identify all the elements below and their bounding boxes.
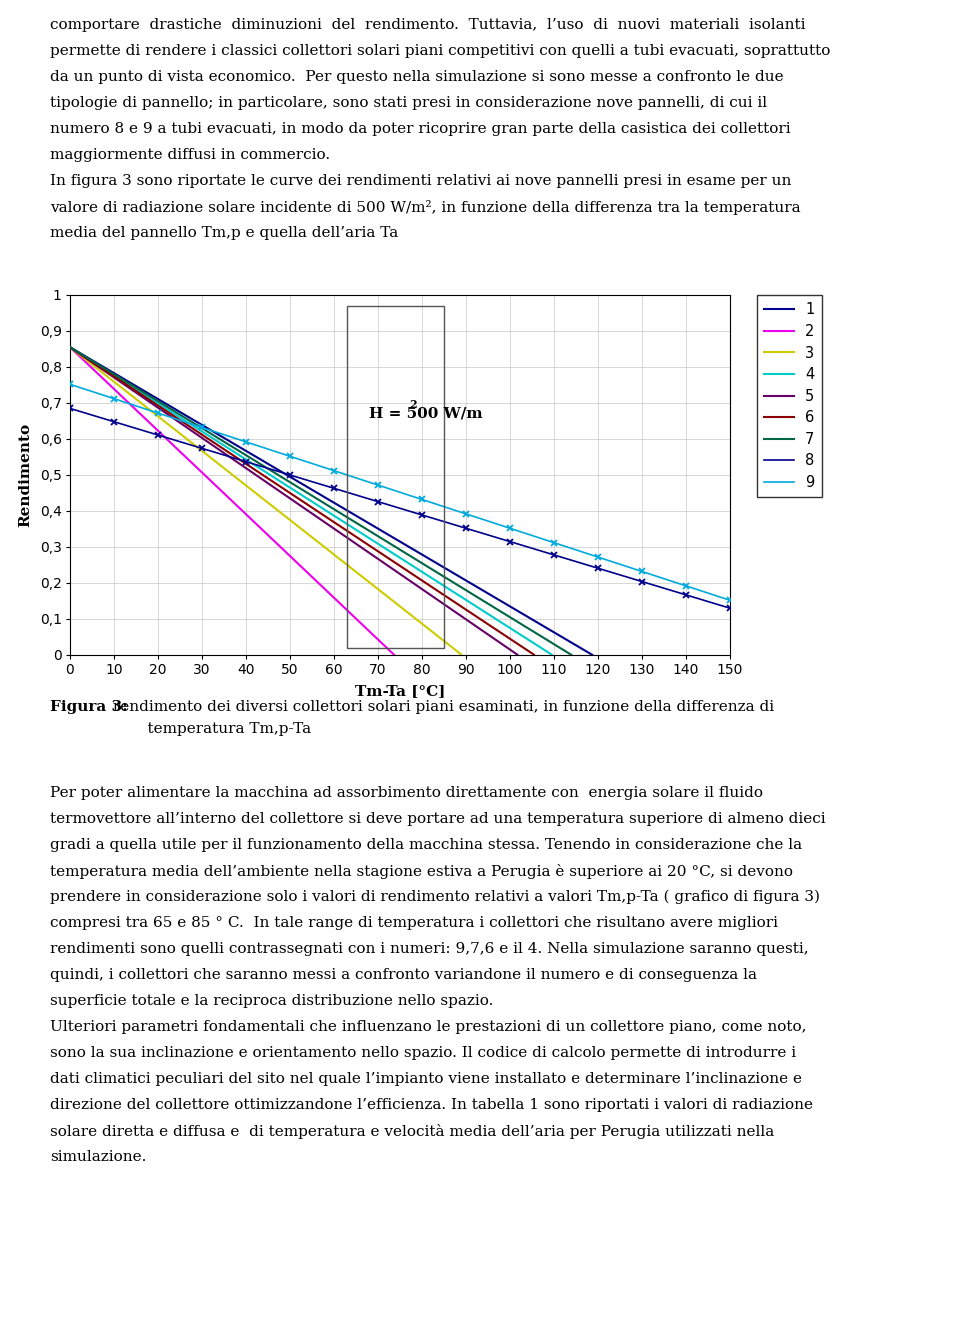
7 <box>234 444 246 460</box>
1 <box>64 339 76 355</box>
6 <box>64 339 76 355</box>
Y-axis label: Rendimento: Rendimento <box>19 423 33 527</box>
1 <box>562 632 573 648</box>
5 <box>181 420 193 436</box>
Text: Ulteriori parametri fondamentali che influenzano le prestazioni di un collettore: Ulteriori parametri fondamentali che inf… <box>50 1020 806 1034</box>
Line: 1: 1 <box>70 347 592 655</box>
5 <box>234 456 246 472</box>
X-axis label: Tm-Ta [°C]: Tm-Ta [°C] <box>355 684 445 698</box>
8 <box>363 491 374 507</box>
Text: rendimento dei diversi collettori solari piani esaminati, in funzione della diff: rendimento dei diversi collettori solari… <box>108 700 774 714</box>
4 <box>505 620 516 636</box>
Line: 4: 4 <box>70 347 551 655</box>
4 <box>234 448 246 464</box>
Text: permette di rendere i classici collettori solari piani competitivi con quelli a : permette di rendere i classici collettor… <box>50 44 830 59</box>
Line: 5: 5 <box>70 347 517 655</box>
9 <box>562 539 573 555</box>
5 <box>453 607 465 623</box>
Line: 7: 7 <box>70 347 571 655</box>
9 <box>724 592 735 608</box>
Text: solare diretta e diffusa e  di temperatura e velocità media dell’aria per Perugi: solare diretta e diffusa e di temperatur… <box>50 1124 775 1138</box>
Text: comportare  drastiche  diminuzioni  del  rendimento.  Tuttavia,  l’uso  di  nuov: comportare drastiche diminuzioni del ren… <box>50 19 805 32</box>
Text: simulazione.: simulazione. <box>50 1150 146 1164</box>
Legend: 1, 2, 3, 4, 5, 6, 7, 8, 9: 1, 2, 3, 4, 5, 6, 7, 8, 9 <box>757 295 822 497</box>
2 <box>363 623 374 639</box>
Bar <box>348 305 444 648</box>
4 <box>181 413 193 429</box>
7 <box>453 579 465 595</box>
9 <box>453 504 465 520</box>
2 <box>181 451 193 467</box>
Text: gradi a quella utile per il funzionamento della macchina stessa. Tenendo in cons: gradi a quella utile per il funzionament… <box>50 838 803 852</box>
5 <box>505 643 516 659</box>
Text: sono la sua inclinazione e orientamento nello spazio. Il codice di calcolo perme: sono la sua inclinazione e orientamento … <box>50 1046 796 1060</box>
9 <box>181 415 193 431</box>
8 <box>234 452 246 468</box>
Text: tipologie di pannello; in particolare, sono stati presi in considerazione nove p: tipologie di pannello; in particolare, s… <box>50 96 767 111</box>
Text: valore di radiazione solare incidente di 500 W/m², in funzione della differenza : valore di radiazione solare incidente di… <box>50 200 801 215</box>
7 <box>64 339 76 355</box>
Text: In figura 3 sono riportate le curve dei rendimenti relativi ai nove pannelli pre: In figura 3 sono riportate le curve dei … <box>50 175 791 188</box>
9 <box>363 475 374 491</box>
9 <box>64 376 76 392</box>
7 <box>562 644 573 660</box>
8 <box>453 519 465 535</box>
Text: numero 8 e 9 a tubi evacuati, in modo da poter ricoprire gran parte della casist: numero 8 e 9 a tubi evacuati, in modo da… <box>50 123 791 136</box>
4 <box>363 529 374 545</box>
1 <box>234 439 246 455</box>
Text: 2: 2 <box>409 400 417 411</box>
Line: 6: 6 <box>70 347 534 655</box>
4 <box>64 339 76 355</box>
Line: 3: 3 <box>70 347 461 655</box>
8 <box>505 533 516 549</box>
7 <box>363 523 374 539</box>
Text: termovettore all’interno del collettore si deve portare ad una temperatura super: termovettore all’interno del collettore … <box>50 812 826 826</box>
Text: da un punto di vista economico.  Per questo nella simulazione si sono messe a co: da un punto di vista economico. Per ques… <box>50 71 783 84</box>
1 <box>453 568 465 584</box>
7 <box>505 609 516 625</box>
8 <box>724 600 735 616</box>
4 <box>453 588 465 604</box>
1 <box>181 408 193 424</box>
Text: compresi tra 65 e 85 ° C.  In tale range di temperatura i collettori che risulta: compresi tra 65 e 85 ° C. In tale range … <box>50 916 778 930</box>
3 <box>64 339 76 355</box>
3 <box>453 645 465 661</box>
Text: Per poter alimentare la macchina ad assorbimento direttamente con  energia solar: Per poter alimentare la macchina ad asso… <box>50 786 763 800</box>
Text: Figura 3:: Figura 3: <box>50 700 128 714</box>
6 <box>505 632 516 648</box>
7 <box>181 411 193 427</box>
1 <box>363 515 374 531</box>
Text: temperatura Tm,p-Ta: temperatura Tm,p-Ta <box>50 722 311 736</box>
Text: temperatura media dell’ambiente nella stagione estiva a Perugia è superiore ai 2: temperatura media dell’ambiente nella st… <box>50 864 793 878</box>
5 <box>64 339 76 355</box>
2 <box>234 500 246 516</box>
Line: 9: 9 <box>70 384 730 600</box>
6 <box>234 452 246 468</box>
Line: 8: 8 <box>70 408 730 608</box>
3 <box>363 573 374 589</box>
6 <box>363 537 374 553</box>
Text: maggiormente diffusi in commercio.: maggiormente diffusi in commercio. <box>50 148 330 163</box>
6 <box>181 417 193 433</box>
6 <box>453 597 465 613</box>
Text: media del pannello Tm,p e quella dell’aria Ta: media del pannello Tm,p e quella dell’ar… <box>50 227 398 240</box>
Text: superficie totale e la reciproca distribuzione nello spazio.: superficie totale e la reciproca distrib… <box>50 994 493 1008</box>
3 <box>181 431 193 447</box>
Text: prendere in considerazione solo i valori di rendimento relativi a valori Tm,p-Ta: prendere in considerazione solo i valori… <box>50 890 820 904</box>
5 <box>363 544 374 560</box>
Text: rendimenti sono quelli contrassegnati con i numeri: 9,7,6 e il 4. Nella simulazi: rendimenti sono quelli contrassegnati co… <box>50 942 808 956</box>
8 <box>562 551 573 567</box>
Text: dati climatici peculiari del sito nel quale l’impianto viene installato e determ: dati climatici peculiari del sito nel qu… <box>50 1072 802 1086</box>
2 <box>64 339 76 355</box>
1 <box>505 599 516 615</box>
Text: direzione del collettore ottimizzandone l’efficienza. In tabella 1 sono riportat: direzione del collettore ottimizzandone … <box>50 1098 813 1112</box>
3 <box>234 472 246 488</box>
Text: quindi, i collettori che saranno messi a confronto variandone il numero e di con: quindi, i collettori che saranno messi a… <box>50 968 757 982</box>
9 <box>505 520 516 536</box>
9 <box>234 432 246 448</box>
8 <box>64 400 76 416</box>
8 <box>181 436 193 452</box>
Line: 2: 2 <box>70 347 394 655</box>
Text: H = 500 W/m: H = 500 W/m <box>370 407 483 420</box>
